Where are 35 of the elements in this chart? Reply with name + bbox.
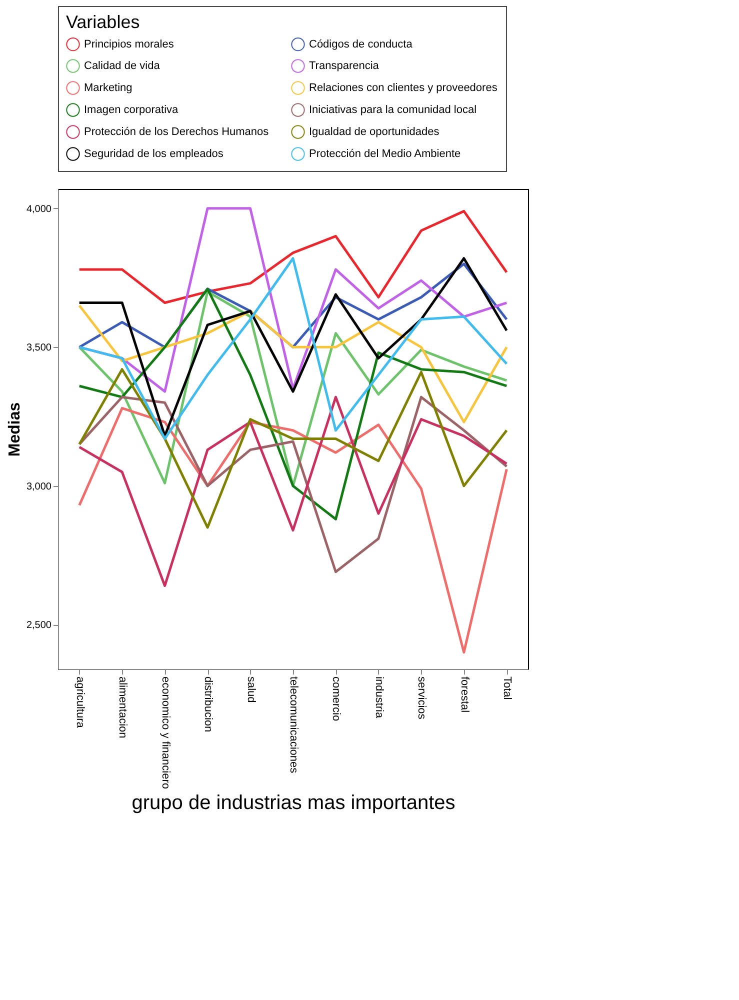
legend-label: Seguridad de los empleados (84, 148, 224, 160)
y-tick-label: 4,000 (26, 204, 52, 215)
legend-label: Calidad de vida (84, 60, 161, 72)
x-tick-label: comercio (330, 676, 342, 722)
legend-label: Códigos de conducta (309, 38, 414, 50)
y-tick-label: 2,500 (26, 620, 52, 632)
legend-label: Igualdad de oportunidades (309, 126, 440, 138)
x-tick-label: salud (244, 676, 257, 703)
legend-title: Variables (66, 12, 140, 32)
line-series (78, 304, 508, 424)
legend-label: Marketing (84, 82, 132, 94)
x-tick-label: distribucion (202, 676, 214, 732)
x-tick-label: agricultura (74, 676, 86, 729)
line-series (78, 210, 508, 304)
y-tick-label: 3,000 (26, 481, 52, 492)
x-tick-label: industria (372, 676, 385, 719)
line-series (78, 368, 508, 529)
legend-label: Protección del Medio Ambiente (309, 148, 461, 160)
x-tick-label: Total (501, 676, 514, 700)
x-tick-label: servicios (416, 676, 428, 720)
x-tick-label: economico y financiero (159, 676, 172, 790)
legend-label: Iniciativas para la comunidad local (309, 104, 477, 116)
legend-label: Transparencia (309, 60, 380, 72)
x-tick-label: forestal (458, 676, 470, 713)
legend-label: Protección de los Derechos Humanos (84, 126, 270, 138)
x-tick-label: alimentacion (116, 676, 129, 738)
legend-label: Imagen corporativa (84, 104, 180, 116)
x-axis-title: grupo de industrias mas importantes (132, 792, 456, 814)
legend-label: Principios morales (84, 38, 174, 50)
x-tick-label: telecomunicaciones (288, 676, 300, 774)
line-series (78, 406, 508, 654)
legend-label: Relaciones con clientes y proveedores (309, 82, 498, 94)
line-series (78, 288, 508, 520)
y-axis-title: Medias (6, 402, 24, 457)
y-tick-label: 3,500 (26, 342, 52, 354)
